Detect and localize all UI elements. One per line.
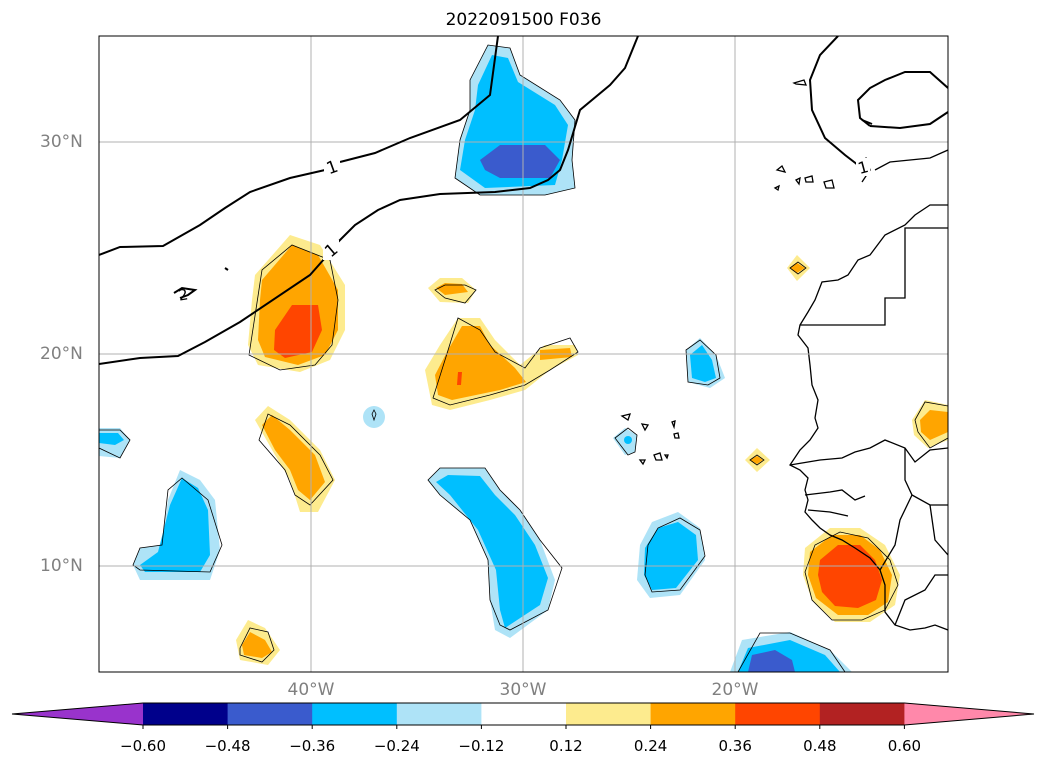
blue-small-patches — [99, 338, 725, 458]
colorbar-segment — [481, 703, 567, 725]
colorbar — [11, 702, 1035, 729]
colorbar-segment — [227, 703, 313, 725]
lat-label-30n: 30°N — [40, 132, 83, 152]
colorbar-tick-label: −0.24 — [373, 737, 420, 755]
colorbar-segment — [143, 703, 229, 725]
contour-label-1a: 1 — [324, 156, 341, 179]
colorbar-segment — [566, 703, 652, 725]
colorbar-tick-label: −0.48 — [204, 737, 251, 755]
colorbar-segment — [735, 703, 821, 725]
colorbar-tick-label: 0.12 — [549, 737, 583, 755]
lon-label-40w: 40°W — [287, 680, 335, 700]
colorbar-tick-label: 0.24 — [633, 737, 668, 755]
contour-label-1c: 1 — [856, 157, 871, 178]
lat-label-20n: 20°N — [40, 344, 83, 364]
colorbar-tick-label: 0.60 — [887, 737, 922, 755]
lon-label-20w: 20°W — [711, 680, 759, 700]
svg-text:2: 2 — [177, 285, 190, 304]
colorbar-extend-low — [12, 703, 143, 725]
colorbar-tick-label: 0.36 — [718, 737, 752, 755]
colorbar-tick-label: −0.36 — [289, 737, 336, 755]
colorbar-segment — [312, 703, 398, 725]
orange-patch-southwest — [255, 406, 335, 512]
blue-patch-mid — [637, 512, 705, 598]
colorbar-segment — [650, 703, 736, 725]
lat-label-10n: 10°N — [40, 556, 83, 576]
map-title: 2022091500 F036 — [445, 10, 602, 30]
orange-patch-west — [248, 235, 345, 372]
thick-contours — [99, 36, 948, 365]
contour-label-2: 2 — [177, 285, 190, 304]
plot-frame — [98, 35, 949, 673]
lon-label-30w: 30°W — [499, 680, 547, 700]
orange-patch-guinea — [803, 528, 900, 622]
blue-patch-west — [133, 470, 220, 580]
coastlines — [620, 79, 948, 631]
orange-patch-far-south — [236, 620, 280, 665]
blue-patch-south — [730, 632, 852, 672]
colorbar-segment — [819, 703, 905, 725]
orange-patch-small-north — [428, 278, 476, 303]
orange-patch-central — [425, 318, 578, 410]
contour-label-1b: 1 — [321, 240, 342, 262]
blue-patch-north — [455, 45, 575, 195]
blue-patch-central — [428, 468, 555, 638]
colorbar-segment — [396, 703, 482, 725]
svg-text:1: 1 — [856, 157, 871, 178]
colorbar-tick-label: −0.12 — [458, 737, 505, 755]
colorbar-tick-label: −0.60 — [120, 737, 166, 755]
gridlines — [99, 36, 948, 672]
colorbar-extend-high — [904, 703, 1034, 725]
colorbar-tick-label: 0.48 — [803, 737, 837, 755]
orange-patch-small-east — [745, 255, 948, 472]
